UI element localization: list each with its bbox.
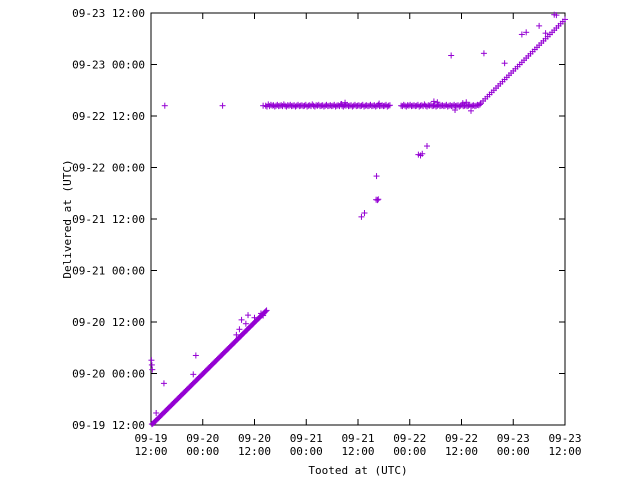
y-tick-label: 09-19 12:00 <box>72 419 145 432</box>
x-tick-label-date: 09-22 <box>393 432 426 445</box>
data-point <box>260 312 267 319</box>
data-point <box>373 173 380 180</box>
data-point <box>262 308 269 315</box>
data-point <box>434 99 441 106</box>
data-point <box>419 150 426 157</box>
data-point <box>233 331 240 338</box>
data-point <box>311 103 318 110</box>
data-point <box>523 29 530 36</box>
data-point <box>283 103 290 110</box>
x-tick-label-time: 00:00 <box>290 445 323 458</box>
data-point <box>562 16 568 23</box>
data-point <box>190 371 197 378</box>
data-point <box>536 22 543 29</box>
data-point <box>160 380 167 387</box>
data-point <box>518 31 525 38</box>
x-tick-label-date: 09-23 <box>497 432 530 445</box>
y-tick-label: 09-22 12:00 <box>72 110 145 123</box>
data-point <box>375 196 382 203</box>
y-axis-label: Delivered at (UTC) <box>61 159 74 278</box>
data-point <box>376 100 383 107</box>
x-tick-labels: 09-1912:0009-2000:0009-2012:0009-2100:00… <box>134 432 581 458</box>
data-point <box>161 102 168 109</box>
data-point <box>386 102 393 109</box>
data-point <box>424 143 430 150</box>
data-point <box>245 312 252 319</box>
data-point <box>263 307 270 314</box>
x-tick-label-date: 09-21 <box>341 432 374 445</box>
data-point <box>480 50 487 57</box>
data-point <box>430 98 437 105</box>
y-tick-label: 09-21 12:00 <box>72 213 145 226</box>
data-point <box>236 326 243 333</box>
data-point <box>553 12 560 19</box>
data-point <box>384 103 391 110</box>
axis-ticks <box>150 12 566 426</box>
x-tick-label-time: 12:00 <box>238 445 271 458</box>
data-point <box>342 99 349 106</box>
data-point <box>467 107 474 114</box>
y-tick-label: 09-20 12:00 <box>72 316 145 329</box>
data-point <box>424 103 430 110</box>
data-point <box>242 320 249 327</box>
data-point <box>477 101 484 108</box>
x-axis-label: Tooted at (UTC) <box>308 464 407 477</box>
data-point <box>149 366 156 373</box>
x-tick-label-date: 09-22 <box>445 432 478 445</box>
x-tick-label-time: 00:00 <box>393 445 426 458</box>
x-tick-label-time: 12:00 <box>341 445 374 458</box>
data-point <box>153 409 160 416</box>
data-point <box>192 352 199 359</box>
y-tick-label: 09-20 00:00 <box>72 368 145 381</box>
data-point <box>501 60 508 67</box>
x-tick-label-date: 09-20 <box>238 432 271 445</box>
x-tick-label-time: 12:00 <box>445 445 478 458</box>
data-point <box>361 209 368 216</box>
data-point <box>452 106 459 113</box>
data-point <box>338 100 345 107</box>
y-tick-label: 09-23 12:00 <box>72 7 145 20</box>
x-tick-label-date: 09-19 <box>134 432 167 445</box>
x-tick-label-date: 09-21 <box>290 432 323 445</box>
x-tick-label-date: 09-20 <box>186 432 219 445</box>
data-point <box>542 30 549 37</box>
data-point <box>463 99 470 106</box>
data-point <box>238 316 245 323</box>
data-point <box>374 197 381 204</box>
data-point <box>358 213 365 220</box>
x-tick-label-date: 09-23 <box>548 432 581 445</box>
data-point <box>219 102 226 109</box>
x-tick-label-time: 00:00 <box>497 445 530 458</box>
x-tick-label-time: 12:00 <box>134 445 167 458</box>
y-tick-labels: 09-19 12:00 09-20 00:00 09-20 12:00 09-21 0… <box>72 7 145 432</box>
data-point <box>403 103 410 110</box>
y-tick-label: 09-23 00:00 <box>72 59 145 72</box>
data-points <box>148 11 568 428</box>
x-tick-label-time: 00:00 <box>186 445 219 458</box>
data-point <box>459 100 466 107</box>
y-tick-label: 09-22 00:00 <box>72 162 145 175</box>
data-point <box>448 52 455 59</box>
data-point <box>251 314 258 321</box>
y-tick-label: 09-21 00:00 <box>72 265 145 278</box>
x-tick-label-time: 12:00 <box>548 445 581 458</box>
